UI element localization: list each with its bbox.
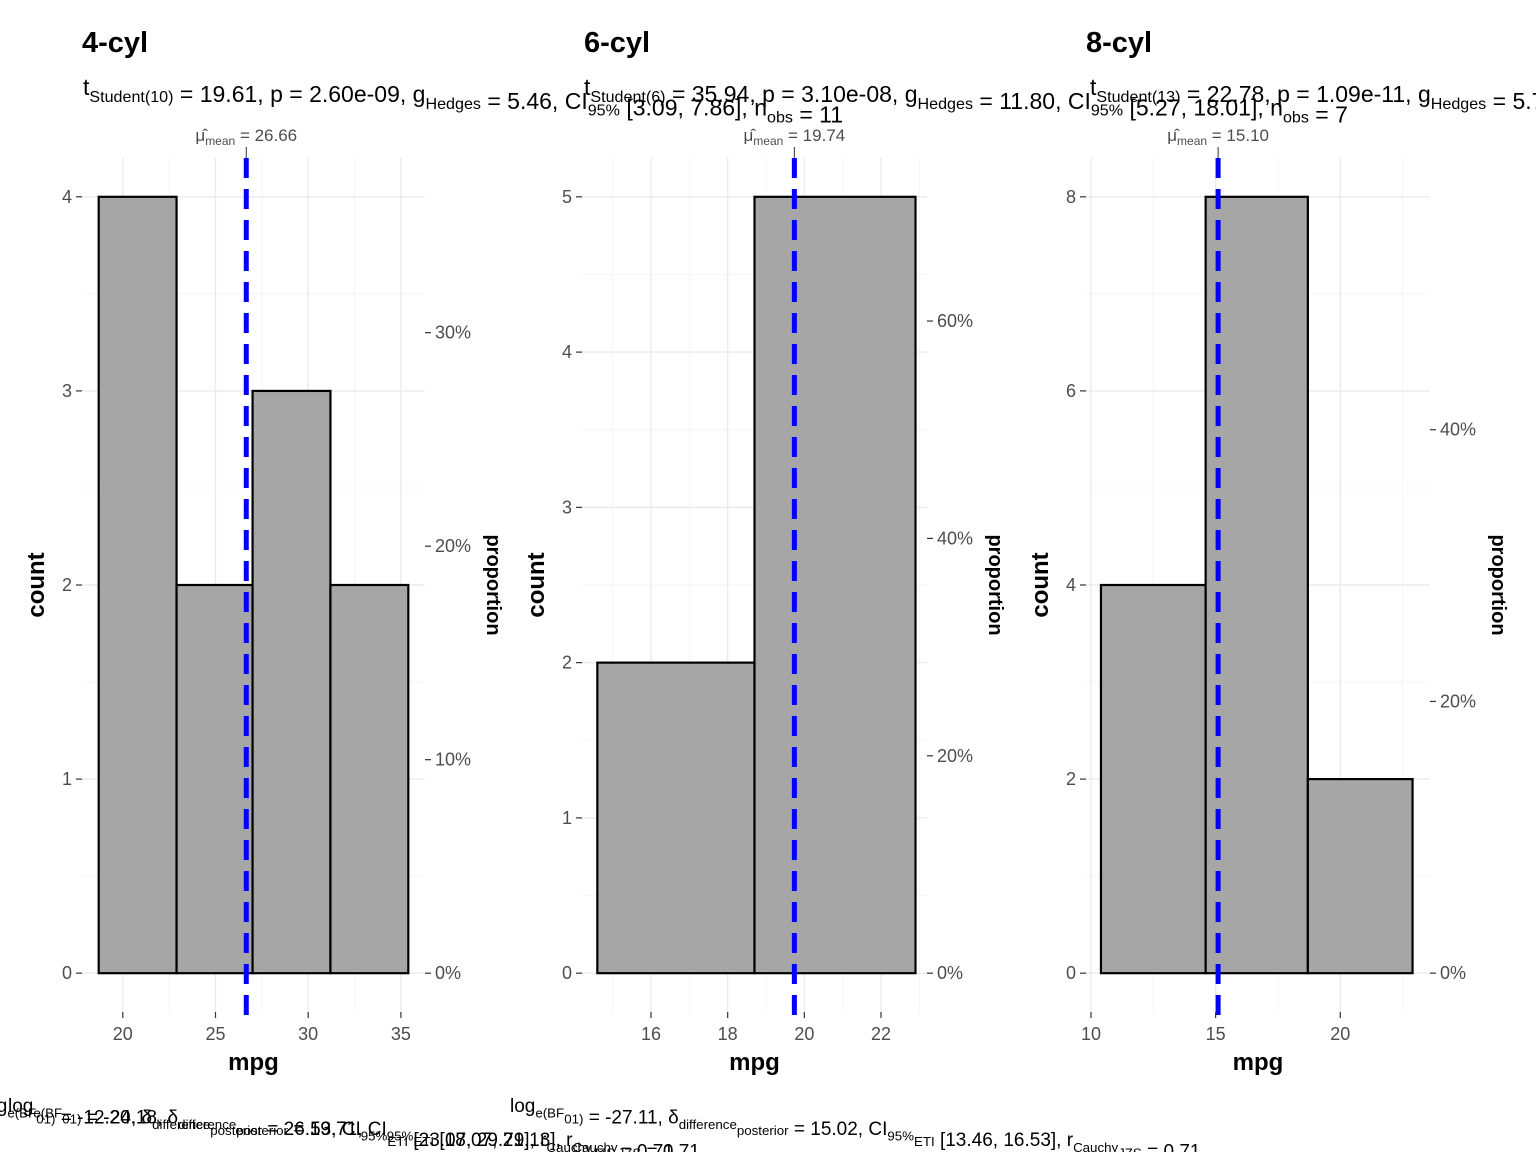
- y2-axis-title: proportion: [482, 534, 504, 635]
- y-axis: 0 1 2 3 4 count: [23, 187, 82, 983]
- y-tick-label: 0: [1066, 963, 1076, 983]
- x-tick-label: 25: [205, 1024, 225, 1044]
- x-tick-label: 16: [641, 1024, 661, 1044]
- y-tick-label: 5: [562, 187, 572, 207]
- facet-title: 4-cyl: [82, 27, 148, 59]
- histogram-bar-1: [596, 661, 756, 975]
- y2-tick-label: 0%: [435, 963, 461, 983]
- facet-subtitle: tStudent(10) = 19.61, p = 2.60e-09, gHed…: [83, 74, 843, 128]
- x-axis-title: mpg: [1233, 1049, 1284, 1076]
- histogram-bar-1: [1099, 583, 1207, 975]
- y2-tick-label: 0%: [1440, 963, 1466, 983]
- y2-axis-title: proportion: [1487, 534, 1509, 635]
- y2-tick-label: 0%: [937, 963, 963, 983]
- y2-tick-label: 20%: [937, 746, 973, 766]
- y-axis: 0 2 4 6 8 count: [1027, 187, 1086, 983]
- facet-caption: loge(BF01) = -20.18, δdifferenceposterio…: [8, 1096, 700, 1152]
- x-tick-label: 20: [113, 1024, 133, 1044]
- y-tick-label: 4: [562, 342, 572, 362]
- y2-tick-label: 60%: [937, 311, 973, 331]
- facet-title: 6-cyl: [584, 27, 650, 59]
- y2-axis-title: proportion: [984, 534, 1006, 635]
- y-tick-label: 2: [1066, 769, 1076, 789]
- y-tick-label: 0: [562, 963, 572, 983]
- histogram-bar-3: [251, 389, 332, 975]
- y2-axis: 0% 20% 40% 60% proportion: [927, 311, 1006, 983]
- y-tick-label: 0: [62, 963, 72, 983]
- y-tick-label: 8: [1066, 187, 1076, 207]
- histogram-bar-2: [753, 195, 917, 975]
- y-tick-label: 1: [62, 769, 72, 789]
- facet-caption: loge(BF01) = -27.11, δdifferenceposterio…: [510, 1096, 1200, 1152]
- y-tick-label: 6: [1066, 381, 1076, 401]
- y-axis: 0 1 2 3 4 5 count: [523, 187, 582, 983]
- mean-label: μ̂mean = 19.74: [743, 126, 845, 148]
- y2-tick-label: 30%: [435, 323, 471, 343]
- y2-tick-label: 20%: [435, 536, 471, 556]
- x-tick-label: 18: [718, 1024, 738, 1044]
- y-tick-label: 2: [62, 575, 72, 595]
- histogram-bars: [97, 195, 410, 975]
- x-axis-title: mpg: [228, 1049, 279, 1076]
- facet-title: 8-cyl: [1086, 27, 1152, 59]
- facet-caption: loge(BF01) = -12.24, δdifferenceposterio…: [0, 1096, 674, 1152]
- y2-axis: 0% 10% 20% 30% proportion: [425, 323, 504, 983]
- x-axis: 10 15 20 mpg: [1081, 1012, 1350, 1076]
- histogram-bar-2: [1204, 195, 1309, 975]
- y2-axis: 0% 20% 40% proportion: [1430, 420, 1509, 983]
- y-tick-label: 1: [562, 808, 572, 828]
- x-tick-label: 15: [1206, 1024, 1226, 1044]
- y-tick-label: 4: [62, 187, 72, 207]
- y-tick-label: 2: [562, 653, 572, 673]
- x-axis: 20 25 30 35 mpg: [113, 1012, 411, 1076]
- y-axis-title: count: [23, 552, 50, 617]
- mean-label: μ̂mean = 26.66: [195, 126, 297, 148]
- histogram-bars: [596, 195, 917, 975]
- x-tick-label: 20: [1330, 1024, 1350, 1044]
- x-tick-label: 30: [298, 1024, 318, 1044]
- x-tick-label: 22: [871, 1024, 891, 1044]
- mean-label: μ̂mean = 15.10: [1167, 126, 1269, 148]
- y-tick-label: 3: [62, 381, 72, 401]
- y-tick-label: 3: [562, 497, 572, 517]
- x-tick-label: 35: [391, 1024, 411, 1044]
- x-axis: 16 18 20 22 mpg: [641, 1012, 891, 1076]
- y-axis-title: count: [523, 552, 550, 617]
- histogram-bar-2: [175, 583, 254, 975]
- y2-tick-label: 20%: [1440, 691, 1476, 711]
- x-tick-label: 20: [794, 1024, 814, 1044]
- histogram-bar-3: [1306, 777, 1414, 975]
- y2-tick-label: 40%: [1440, 420, 1476, 440]
- x-tick-label: 10: [1081, 1024, 1101, 1044]
- histogram-bar-4: [329, 583, 410, 975]
- facet-subtitle: tStudent(6) = 35.94, p = 3.10e-08, gHedg…: [584, 74, 1348, 128]
- y2-tick-label: 40%: [937, 528, 973, 548]
- x-axis-title: mpg: [729, 1049, 780, 1076]
- facet-subtitle: tStudent(13) = 22.78, p = 1.09e-11, gHed…: [1090, 74, 1536, 128]
- y-axis-title: count: [1027, 552, 1054, 617]
- y-tick-label: 4: [1066, 575, 1076, 595]
- histogram-bar-1: [97, 195, 178, 975]
- y2-tick-label: 10%: [435, 750, 471, 770]
- histogram-bars: [1099, 195, 1414, 975]
